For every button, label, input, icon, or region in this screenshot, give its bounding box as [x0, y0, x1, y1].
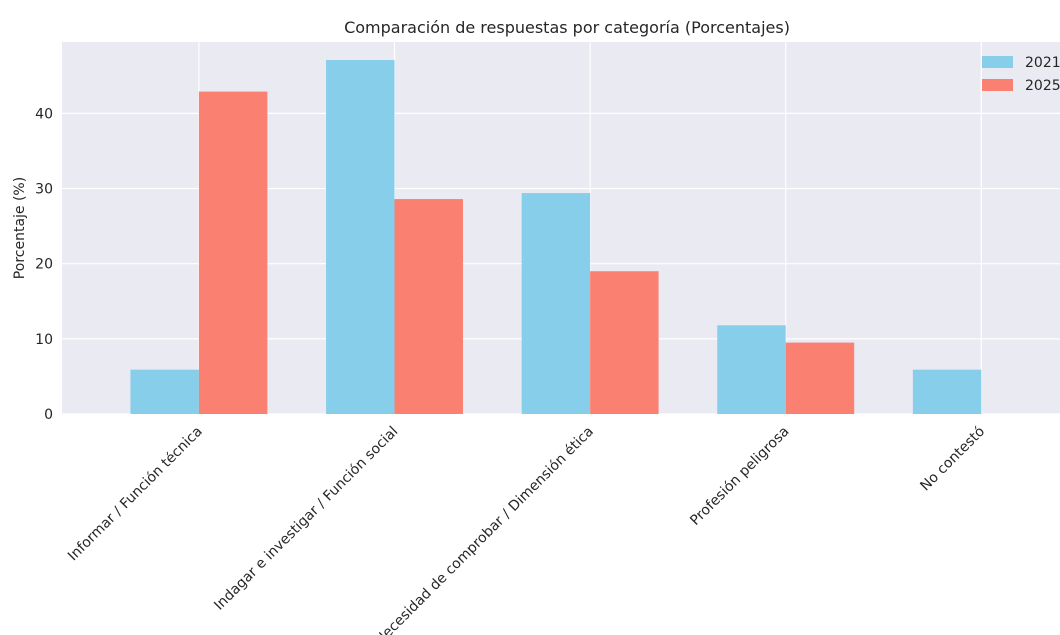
bar-2025-3 — [785, 342, 855, 414]
y-tick-label-0: 0 — [44, 407, 53, 423]
y-tick-label-1: 10 — [35, 332, 53, 348]
bar-2021-4 — [912, 369, 982, 414]
legend-label-2025: 2025 — [1025, 78, 1060, 94]
legend-label-2021: 2021 — [1025, 55, 1060, 71]
x-tick-label-4: No contestó — [917, 424, 988, 495]
legend-swatch-2021 — [982, 56, 1013, 68]
x-tick-label-3: Profesión peligrosa — [687, 424, 792, 529]
x-tick-label-0: Informar / Función técnica — [65, 424, 206, 565]
y-tick-label-3: 30 — [35, 182, 53, 198]
x-tick-label-1: Indagar e investigar / Función social — [211, 424, 401, 614]
bar-2021-2 — [521, 193, 591, 414]
bar-2021-0 — [130, 369, 199, 414]
y-axis-ticks: 0 10 20 30 40 — [35, 106, 53, 423]
y-tick-label-4: 40 — [35, 106, 53, 122]
bar-2021-1 — [326, 60, 395, 414]
y-tick-label-2: 20 — [35, 257, 53, 273]
chart-title: Comparación de respuestas por categoría … — [344, 18, 790, 37]
x-axis-ticks: Informar / Función técnica Indagar e inve… — [65, 424, 988, 635]
y-axis-label: Porcentaje (%) — [12, 177, 28, 279]
bars — [130, 60, 982, 414]
x-tick-label-2: Necesidad de comprobar / Dimensión ética — [372, 424, 597, 635]
bar-2025-0 — [198, 91, 268, 414]
bar-2025-1 — [394, 199, 463, 414]
bar-2025-2 — [590, 271, 659, 414]
legend-swatch-2025 — [982, 79, 1013, 91]
bar-2021-3 — [717, 325, 786, 414]
legend: 2021 2025 — [982, 55, 1060, 94]
